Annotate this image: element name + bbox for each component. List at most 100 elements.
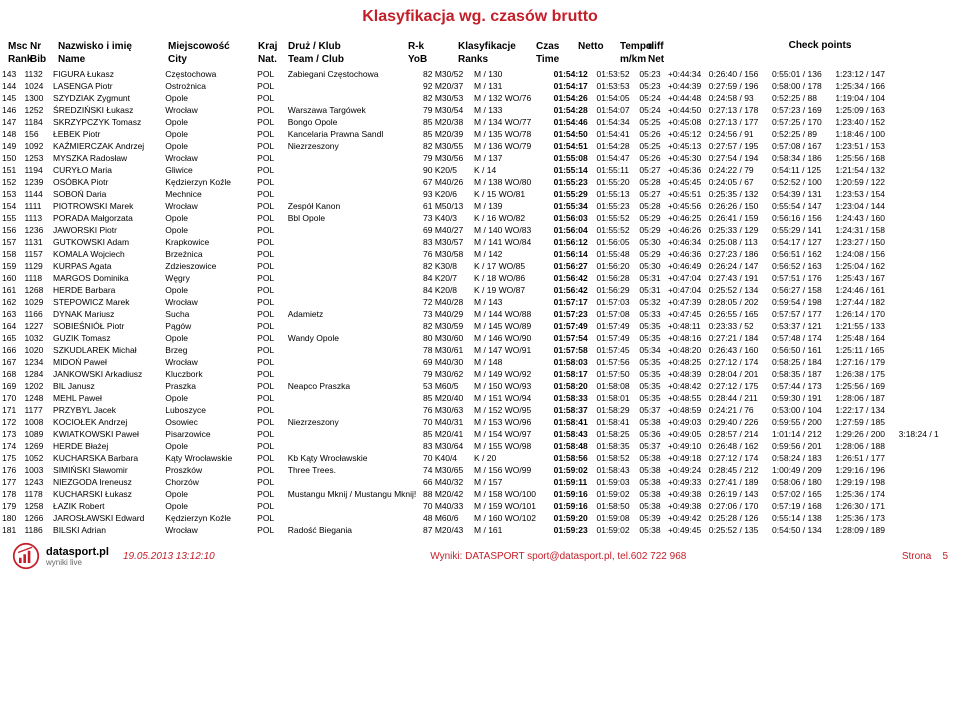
cell-rk: 87 M20/43 (421, 524, 472, 536)
cell-msc: 181 (0, 524, 22, 536)
cell-nat: POL (255, 344, 286, 356)
table-row: 1621029STEPOWICZ MarekWrocławPOL72 M40/2… (0, 296, 960, 308)
cell-klas: M / 141 WO/84 (472, 236, 552, 248)
hdr-name-2: Name (58, 53, 168, 66)
cell-cp: 0:25:33 / 129 (707, 224, 770, 236)
cell-name: HERDE Błażej (51, 440, 163, 452)
cell-nr: 1184 (22, 116, 51, 128)
cell-cp: 0:27:43 / 191 (707, 272, 770, 284)
cell-name: SIMIŃSKI Sławomir (51, 464, 163, 476)
cell-nr: 1284 (22, 368, 51, 380)
cell-cp: 0:27:12 / 174 (707, 356, 770, 368)
cell-cp: 0:53:00 / 104 (770, 404, 833, 416)
cell-msc: 165 (0, 332, 22, 344)
cell-cp: 0:57:08 / 167 (770, 140, 833, 152)
hdr-tempo-2: m/km (620, 53, 648, 66)
cell-cp: 1:18:46 / 100 (833, 128, 896, 140)
cell-tempo: 05:24 (637, 104, 666, 116)
cell-netto: 01:57:49 (595, 320, 638, 332)
cell-city: Ostrożnica (163, 80, 255, 92)
page-title: Klasyfikacja wg. czasów brutto (0, 0, 960, 38)
cell-netto: 01:53:52 (595, 68, 638, 80)
cell-nr: 1269 (22, 440, 51, 452)
cell-cp: 1:29:16 / 196 (833, 464, 896, 476)
cell-tempo: 05:38 (637, 416, 666, 428)
cell-msc: 150 (0, 152, 22, 164)
cell-czas: 01:55:14 (552, 164, 595, 176)
table-row: 1431132FIGURA ŁukaszCzęstochowaPOLZabieg… (0, 68, 960, 80)
logo-sub: wyniki live (46, 558, 109, 567)
cell-tempo: 05:39 (637, 512, 666, 524)
cell-netto: 01:59:02 (595, 524, 638, 536)
cell-city: Brzeźnica (163, 248, 255, 260)
cell-nr: 1178 (22, 488, 51, 500)
cell-name: MYSZKA Radosław (51, 152, 163, 164)
cell-team (286, 272, 421, 284)
cell-team (286, 392, 421, 404)
hdr-nat-1: Kraj (258, 40, 288, 53)
cell-diff: +0:45:56 (666, 200, 707, 212)
cell-nr: 1243 (22, 476, 51, 488)
cell-diff: +0:44:48 (666, 92, 707, 104)
cell-msc: 143 (0, 68, 22, 80)
cell-rk: 48 M60/6 (421, 512, 472, 524)
cell-klas: M / 153 WO/96 (472, 416, 552, 428)
cell-team: Neapco Praszka (286, 380, 421, 392)
cell-name: SZKUDLAREK Michał (51, 344, 163, 356)
cell-cp: 1:27:44 / 182 (833, 296, 896, 308)
cell-cp: 0:57:23 / 169 (770, 104, 833, 116)
cell-rk: 67 M40/26 (421, 176, 472, 188)
cell-name: JAWORSKI Piotr (51, 224, 163, 236)
cell-nr: 1177 (22, 404, 51, 416)
cell-tempo: 05:35 (637, 392, 666, 404)
cell-name: OSÓBKA Piotr (51, 176, 163, 188)
cell-nat: POL (255, 416, 286, 428)
cell-tempo: 05:24 (637, 92, 666, 104)
cell-msc: 160 (0, 272, 22, 284)
cell-cp: 0:56:52 / 163 (770, 260, 833, 272)
cell-klas: M / 133 (472, 104, 552, 116)
cell-klas: K / 14 (472, 164, 552, 176)
cell-cp: 1:26:51 / 177 (833, 452, 896, 464)
cell-team (286, 356, 421, 368)
cell-nr: 1024 (22, 80, 51, 92)
page-label: Strona (902, 551, 931, 562)
cell-diff: +0:45:08 (666, 116, 707, 128)
hdr-team-2: Team / Club (288, 53, 408, 66)
cell-tempo: 05:36 (637, 428, 666, 440)
cell-nr: 1186 (22, 524, 51, 536)
cell-city: Pisarzowice (163, 428, 255, 440)
cell-city: Opole (163, 92, 255, 104)
cell-nat: POL (255, 68, 286, 80)
cell-czas: 01:58:37 (552, 404, 595, 416)
cell-name: KUCHARSKI Łukasz (51, 488, 163, 500)
cell-team: Bongo Opole (286, 116, 421, 128)
cell-cp: 0:23:33 / 52 (707, 320, 770, 332)
cell-cp: 1:19:04 / 104 (833, 92, 896, 104)
cell-diff: +0:49:05 (666, 428, 707, 440)
cell-cp: 0:56:16 / 156 (770, 212, 833, 224)
cell-city: Opole (163, 500, 255, 512)
cell-cp: 0:24:22 / 79 (707, 164, 770, 176)
cell-cp: 1:28:06 / 188 (833, 440, 896, 452)
cell-team: Warszawa Targówek (286, 104, 421, 116)
table-row: 1601118MARGOS DominikaWęgryPOL84 K20/7K … (0, 272, 960, 284)
cell-msc: 157 (0, 236, 22, 248)
table-row: 1561236JAWORSKI PiotrOpolePOL69 M40/27M … (0, 224, 960, 236)
cell-cp: 0:27:54 / 194 (707, 152, 770, 164)
cell-netto: 01:57:49 (595, 332, 638, 344)
cell-msc: 171 (0, 404, 22, 416)
footer-wyniki: Wyniki: DATASPORT sport@datasport.pl, te… (215, 551, 902, 562)
cell-netto: 01:58:43 (595, 464, 638, 476)
cell-tempo: 05:34 (637, 344, 666, 356)
cell-team (286, 284, 421, 296)
logo-brand: datasport.pl (46, 546, 109, 558)
cell-name: STEPOWICZ Marek (51, 296, 163, 308)
cell-cp: 0:27:23 / 186 (707, 248, 770, 260)
table-row: 1531144SOBOŃ DariaMechnicePOL93 K20/6K /… (0, 188, 960, 200)
cell-msc: 170 (0, 392, 22, 404)
hdr-team: Druż / Klub Team / Club (288, 40, 408, 66)
cell-klas: M / 151 WO/94 (472, 392, 552, 404)
cell-rk: 74 M30/65 (421, 464, 472, 476)
cell-netto: 01:55:52 (595, 224, 638, 236)
